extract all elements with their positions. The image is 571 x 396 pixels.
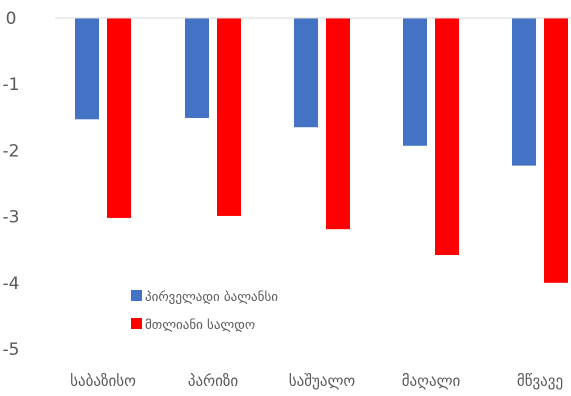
bar-primary-balance-0: [75, 18, 99, 120]
y-tick-label: 0: [6, 9, 17, 29]
x-category-label: საშუალო: [289, 372, 356, 390]
bar-overall-balance-3: [435, 18, 459, 255]
x-category-label: საბაზისო: [70, 372, 136, 390]
x-category-label: მაღალი: [402, 372, 461, 390]
bar-overall-balance-2: [326, 18, 350, 230]
bar-primary-balance-1: [185, 18, 209, 118]
y-axis-ticks: 0 -1 -2 -3 -4 -5: [3, 9, 20, 360]
y-tick-label: -4: [3, 274, 20, 294]
y-tick-label: -5: [3, 340, 20, 360]
y-tick-label: -1: [3, 75, 20, 95]
x-category-label: მწვავე: [517, 372, 563, 390]
bar-primary-balance-4: [512, 18, 536, 166]
bar-overall-balance-4: [544, 18, 568, 283]
bar-primary-balance-3: [403, 18, 427, 146]
y-tick-label: -3: [3, 208, 20, 228]
x-axis-categories: საბაზისო პარიზი საშუალო მაღალი მწვავე: [70, 372, 563, 390]
legend-label: პირველადი ბალანსი: [145, 290, 278, 305]
legend-swatch: [131, 290, 142, 301]
bars-layer: [75, 18, 568, 283]
y-tick-label: -2: [3, 141, 20, 161]
bar-primary-balance-2: [294, 18, 318, 128]
bar-overall-balance-0: [107, 18, 131, 218]
x-category-label: პარიზი: [188, 372, 238, 390]
bar-overall-balance-1: [217, 18, 241, 216]
legend-label: მთლიანი სალდო: [145, 318, 255, 333]
legend: პირველადი ბალანსი მთლიანი სალდო: [131, 290, 278, 333]
legend-swatch: [131, 318, 142, 329]
